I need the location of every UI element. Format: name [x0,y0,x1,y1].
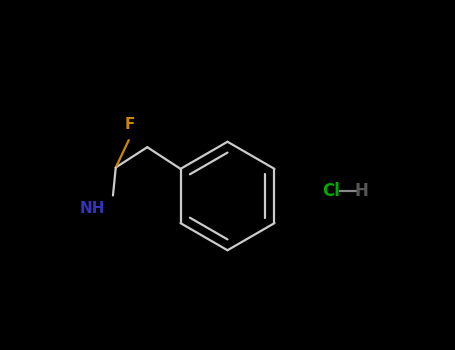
Text: F: F [125,117,135,132]
Text: NH: NH [80,201,106,216]
Text: Cl: Cl [323,182,340,200]
Text: H: H [354,182,369,200]
